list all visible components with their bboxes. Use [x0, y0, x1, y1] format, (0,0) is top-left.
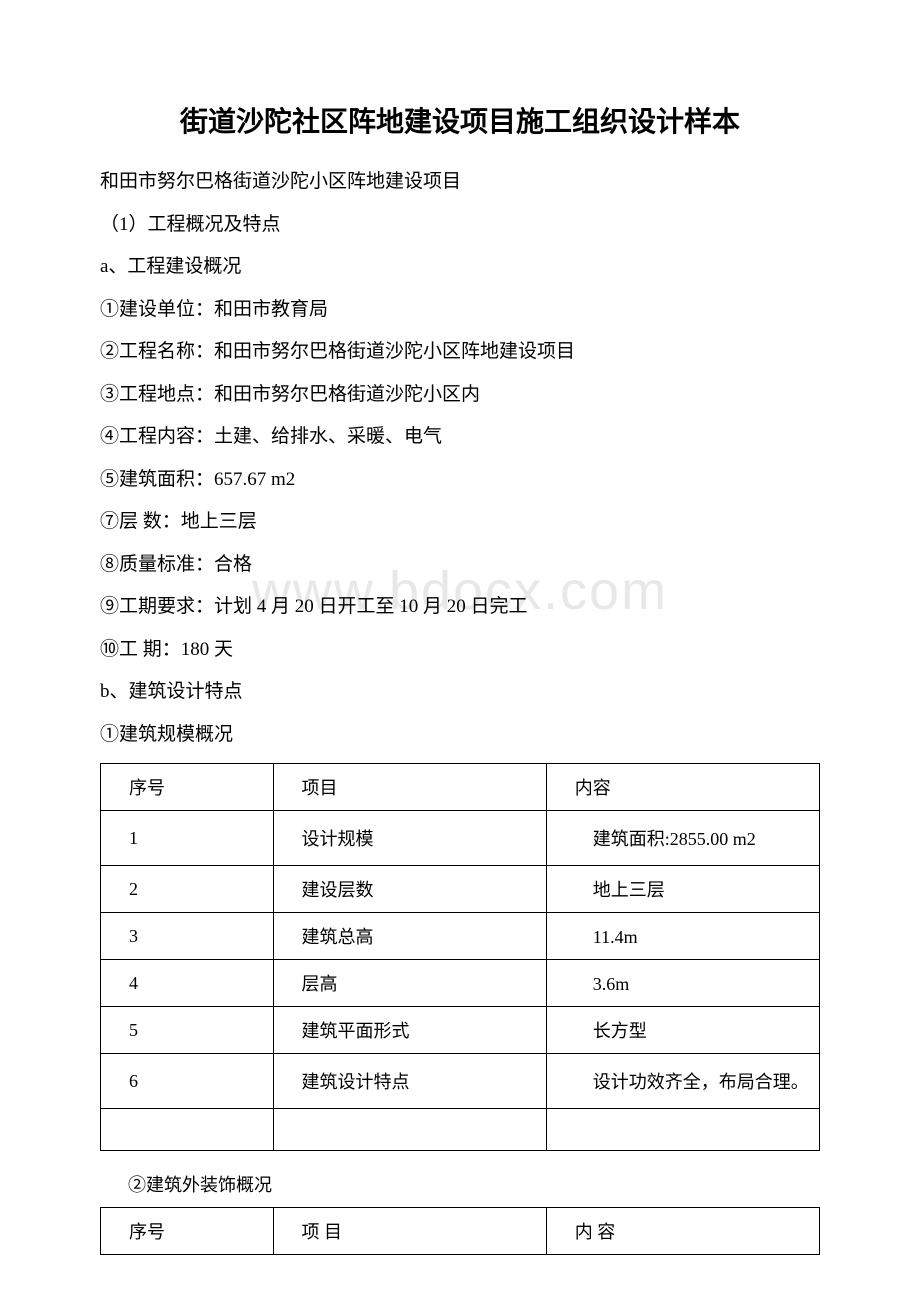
section-1-heading: （1）工程概况及特点 [100, 211, 820, 240]
item-8: ⑧质量标准：合格 [100, 551, 820, 580]
table-cell: 5 [101, 1007, 274, 1054]
table-row: 1 设计规模 建筑面积:2855.00 m2 [101, 811, 820, 866]
table-header-row: 序号 项 目 内 容 [101, 1208, 820, 1255]
item-2: ②工程名称：和田市努尔巴格街道沙陀小区阵地建设项目 [100, 338, 820, 367]
item-5: ⑤建筑面积：657.67 m2 [100, 466, 820, 495]
table-building-scale: 序号 项目 内容 1 设计规模 建筑面积:2855.00 m2 2 建设层数 地… [100, 763, 820, 1151]
item-7: ⑦层 数：地上三层 [100, 508, 820, 537]
table-header-seq: 序号 [101, 1208, 274, 1255]
table-cell: 11.4m [546, 913, 819, 960]
table-header-item: 项目 [273, 764, 546, 811]
table-header-content: 内容 [546, 764, 819, 811]
table-cell: 建筑总高 [273, 913, 546, 960]
page-title: 街道沙陀社区阵地建设项目施工组织设计样本 [100, 100, 820, 140]
table-cell: 建筑设计特点 [273, 1054, 546, 1109]
table-row: 6 建筑设计特点 设计功效齐全，布局合理。 [101, 1054, 820, 1109]
table-cell: 建筑平面形式 [273, 1007, 546, 1054]
item-1: ①建设单位：和田市教育局 [100, 296, 820, 325]
table-cell [546, 1109, 819, 1151]
table-cell: 长方型 [546, 1007, 819, 1054]
table-row: 2 建设层数 地上三层 [101, 866, 820, 913]
table-cell: 地上三层 [546, 866, 819, 913]
table-cell: 4 [101, 960, 274, 1007]
subsection-1-heading: ①建筑规模概况 [100, 721, 820, 750]
section-a-heading: a、工程建设概况 [100, 253, 820, 282]
item-9: ⑨工期要求：计划 4 月 20 日开工至 10 月 20 日完工 [100, 593, 820, 622]
table-cell: 设计规模 [273, 811, 546, 866]
document-content: 街道沙陀社区阵地建设项目施工组织设计样本 和田市努尔巴格街道沙陀小区阵地建设项目… [100, 100, 820, 1255]
table-header-content: 内 容 [546, 1208, 819, 1255]
item-4: ④工程内容：土建、给排水、采暖、电气 [100, 423, 820, 452]
subtitle-line: 和田市努尔巴格街道沙陀小区阵地建设项目 [100, 168, 820, 197]
table-cell: 层高 [273, 960, 546, 1007]
table-cell: 2 [101, 866, 274, 913]
table-row: 5 建筑平面形式 长方型 [101, 1007, 820, 1054]
table-cell: 建筑面积:2855.00 m2 [546, 811, 819, 866]
item-10: ⑩工 期：180 天 [100, 636, 820, 665]
table-cell: 设计功效齐全，布局合理。 [546, 1054, 819, 1109]
table-cell: 3 [101, 913, 274, 960]
table-cell [101, 1109, 274, 1151]
table-exterior-decoration: 序号 项 目 内 容 [100, 1207, 820, 1255]
table-header-item: 项 目 [273, 1208, 546, 1255]
table-row: 3 建筑总高 11.4m [101, 913, 820, 960]
table-cell: 3.6m [546, 960, 819, 1007]
table-row-empty [101, 1109, 820, 1151]
subsection-2-heading: ②建筑外装饰概况 [100, 1171, 820, 1197]
table-cell: 建设层数 [273, 866, 546, 913]
table-cell: 6 [101, 1054, 274, 1109]
table-header-row: 序号 项目 内容 [101, 764, 820, 811]
table-row: 4 层高 3.6m [101, 960, 820, 1007]
item-3: ③工程地点：和田市努尔巴格街道沙陀小区内 [100, 381, 820, 410]
table-cell [273, 1109, 546, 1151]
section-b-heading: b、建筑设计特点 [100, 678, 820, 707]
table-header-seq: 序号 [101, 764, 274, 811]
table-cell: 1 [101, 811, 274, 866]
